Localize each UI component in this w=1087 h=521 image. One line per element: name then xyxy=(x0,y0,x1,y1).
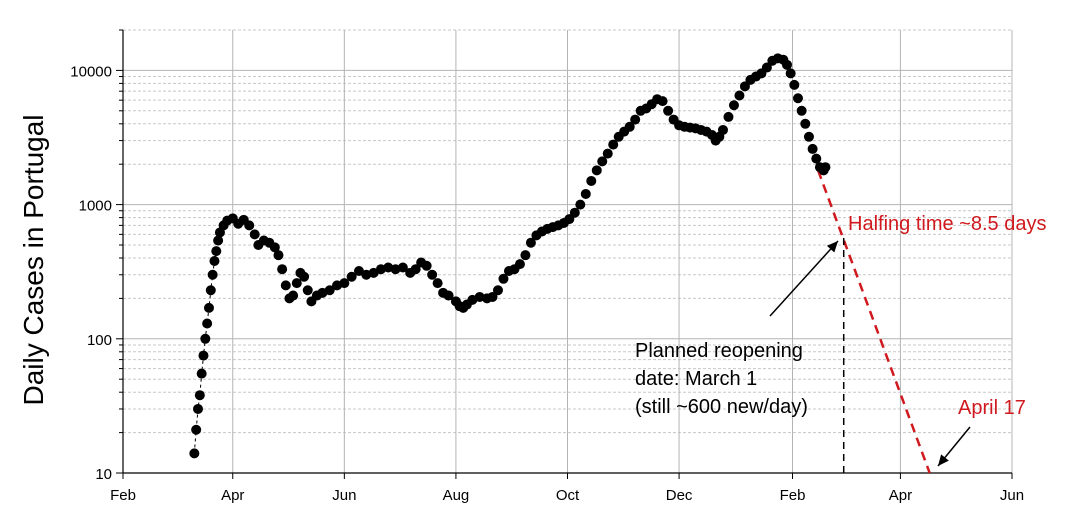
data-point xyxy=(410,264,421,275)
data-point xyxy=(811,153,822,164)
early-connector-line xyxy=(193,225,225,454)
data-point xyxy=(782,59,793,70)
data-point xyxy=(397,262,408,273)
y-tick-label: 1000 xyxy=(79,198,112,215)
y-tick-label: 100 xyxy=(87,332,112,349)
x-tick-label: Feb xyxy=(110,487,136,504)
data-point xyxy=(269,242,280,253)
data-point xyxy=(432,278,443,289)
data-point xyxy=(203,302,214,313)
data-point xyxy=(191,424,202,435)
data-point xyxy=(205,285,216,296)
data-point xyxy=(723,111,734,122)
data-point xyxy=(807,143,818,154)
x-tick-label: Aug xyxy=(443,487,470,504)
data-point xyxy=(663,105,674,116)
data-point xyxy=(211,246,222,257)
x-tick-label: Apr xyxy=(889,487,912,504)
halfing-time-annotation: Halfing time ~8.5 days xyxy=(848,213,1046,235)
x-tick-label: Oct xyxy=(556,487,580,504)
data-point xyxy=(302,285,313,296)
data-point xyxy=(657,96,668,107)
data-point xyxy=(207,269,218,280)
y-axis-label: Daily Cases in Portugal xyxy=(18,114,49,405)
data-point xyxy=(200,333,211,344)
data-point xyxy=(194,390,205,401)
data-point xyxy=(277,264,288,275)
data-point xyxy=(803,131,814,142)
data-point xyxy=(198,350,209,361)
data-point xyxy=(196,368,207,379)
data-point xyxy=(213,235,224,246)
x-tick-label: Jun xyxy=(332,487,356,504)
data-point xyxy=(443,290,454,301)
x-axis-ticks: Feb Apr Jun Aug Oct Dec Feb Apr Jun xyxy=(110,473,1024,504)
data-point xyxy=(624,121,635,132)
data-point xyxy=(569,207,580,218)
data-point xyxy=(273,250,284,261)
data-point xyxy=(761,62,772,73)
data-point xyxy=(339,278,350,289)
major-gridlines xyxy=(122,30,1013,474)
data-point xyxy=(591,165,602,176)
data-point xyxy=(717,124,728,135)
annotation-arrows xyxy=(769,240,971,467)
minor-gridlines xyxy=(123,29,1012,434)
data-point xyxy=(244,220,255,231)
x-tick-label: Apr xyxy=(221,487,244,504)
reopening-arrow-head xyxy=(826,241,838,253)
data-point xyxy=(192,403,203,414)
data-point xyxy=(820,162,831,173)
data-point xyxy=(525,237,536,248)
data-point xyxy=(427,269,438,280)
data-point xyxy=(280,280,291,291)
data-point xyxy=(299,271,310,282)
data-point xyxy=(288,290,299,301)
data-point xyxy=(728,100,739,111)
data-points xyxy=(189,53,831,459)
y-axis-ticks: 10 100 1000 10000 xyxy=(70,29,123,483)
data-point xyxy=(597,156,608,167)
data-point xyxy=(739,81,750,92)
data-point xyxy=(789,79,800,90)
data-point xyxy=(514,259,525,270)
x-tick-label: Dec xyxy=(666,487,693,504)
data-point xyxy=(800,118,811,129)
data-point xyxy=(421,260,432,271)
data-point xyxy=(785,68,796,79)
data-point xyxy=(324,285,335,296)
data-point xyxy=(209,255,220,266)
data-point xyxy=(602,148,613,159)
fit-line-segment xyxy=(816,169,931,474)
april-17-annotation: April 17 xyxy=(958,397,1026,419)
data-point xyxy=(734,90,745,101)
y-tick-label: 10 xyxy=(95,466,112,483)
data-point xyxy=(498,273,509,284)
data-point xyxy=(608,139,619,150)
x-tick-label: Feb xyxy=(780,487,806,504)
data-point xyxy=(291,278,302,289)
data-point xyxy=(792,93,803,104)
x-tick-label: Jun xyxy=(1000,487,1024,504)
data-point xyxy=(249,229,260,240)
halving-fit-line xyxy=(816,169,931,474)
reopening-annotation-line-3: (still ~600 new/day) xyxy=(635,396,808,418)
data-point xyxy=(796,105,807,116)
data-point xyxy=(575,199,586,210)
reopening-annotation-line-1: Planned reopening xyxy=(635,340,803,362)
data-point xyxy=(487,291,498,302)
reopening-annotation-line-2: date: March 1 xyxy=(635,368,757,390)
data-point xyxy=(346,271,357,282)
reopening-arrow xyxy=(769,240,839,317)
data-point xyxy=(520,250,531,261)
data-point xyxy=(586,175,597,186)
data-point xyxy=(189,448,200,459)
y-tick-label: 10000 xyxy=(70,63,112,80)
data-point xyxy=(492,285,503,296)
data-point xyxy=(580,188,591,199)
april-17-arrow-head xyxy=(938,454,949,466)
data-point xyxy=(630,114,641,125)
data-point xyxy=(202,318,213,329)
